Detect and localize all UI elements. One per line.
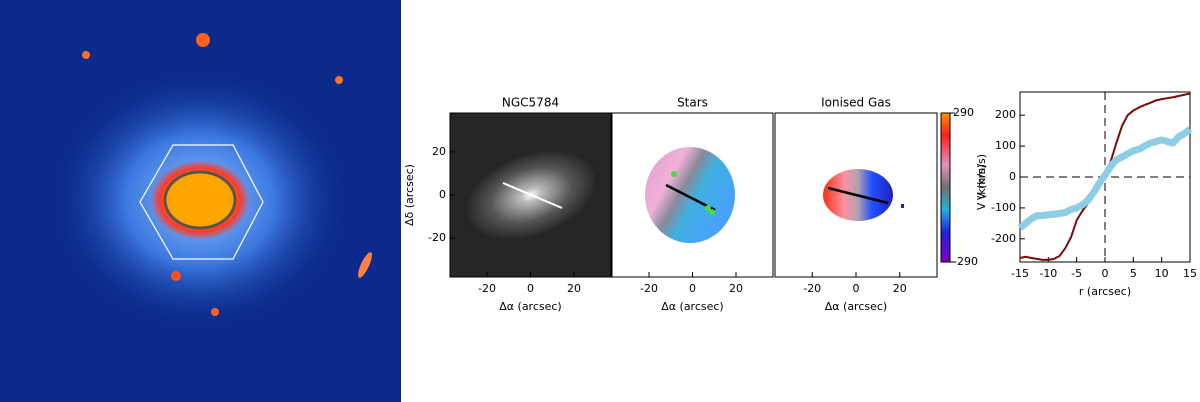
- x-axis-label: r (arcsec): [1079, 285, 1131, 298]
- panel-title: Ionised Gas: [821, 96, 891, 110]
- x-tick-label: -20: [803, 282, 821, 295]
- colorbar: [941, 113, 950, 262]
- colorbar-tick-label: 290: [953, 106, 974, 119]
- y-axis-label: V (km/s): [975, 154, 988, 200]
- y-axis-label: Δδ (arcsec): [403, 164, 416, 226]
- x-axis-label: Δα (arcsec): [499, 300, 561, 313]
- gas-map: [775, 113, 937, 277]
- x-tick-label: 20: [729, 282, 743, 295]
- x-tick-label: -20: [478, 282, 496, 295]
- x-axis-label: Δα (arcsec): [825, 300, 887, 313]
- galaxy-image: [450, 113, 611, 277]
- x-tick-label: 15: [1183, 267, 1197, 280]
- x-tick-label: -10: [1039, 267, 1057, 280]
- series-line: [1017, 126, 1193, 231]
- stars-map: [612, 113, 773, 277]
- colorbar-tick-label: -290: [953, 255, 978, 268]
- y-tick-label: 0: [1009, 170, 1016, 183]
- x-tick-label: 10: [1155, 267, 1169, 280]
- y-tick-label: -100: [991, 201, 1016, 214]
- panel-title: Stars: [677, 96, 708, 110]
- x-axis-label: Δα (arcsec): [661, 300, 723, 313]
- x-tick-label: -5: [1071, 267, 1082, 280]
- x-tick-label: 0: [689, 282, 696, 295]
- y-tick-label: 20: [432, 145, 446, 158]
- y-tick-label: -20: [428, 231, 446, 244]
- y-tick-label: -200: [991, 232, 1016, 245]
- sky-image: [0, 0, 401, 402]
- y-tick-label: 100: [995, 139, 1016, 152]
- x-tick-label: -15: [1011, 267, 1029, 280]
- colorbar-label: V (km/s): [975, 164, 988, 210]
- y-tick-label: 0: [439, 188, 446, 201]
- x-tick-label: 20: [567, 282, 581, 295]
- x-tick-label: 5: [1130, 267, 1137, 280]
- panel-title: NGC5784: [502, 96, 559, 110]
- x-tick-label: 0: [527, 282, 534, 295]
- x-tick-label: 0: [853, 282, 860, 295]
- x-tick-label: 0: [1102, 267, 1109, 280]
- y-tick-label: 200: [995, 108, 1016, 121]
- x-tick-label: -20: [640, 282, 658, 295]
- x-tick-label: 20: [893, 282, 907, 295]
